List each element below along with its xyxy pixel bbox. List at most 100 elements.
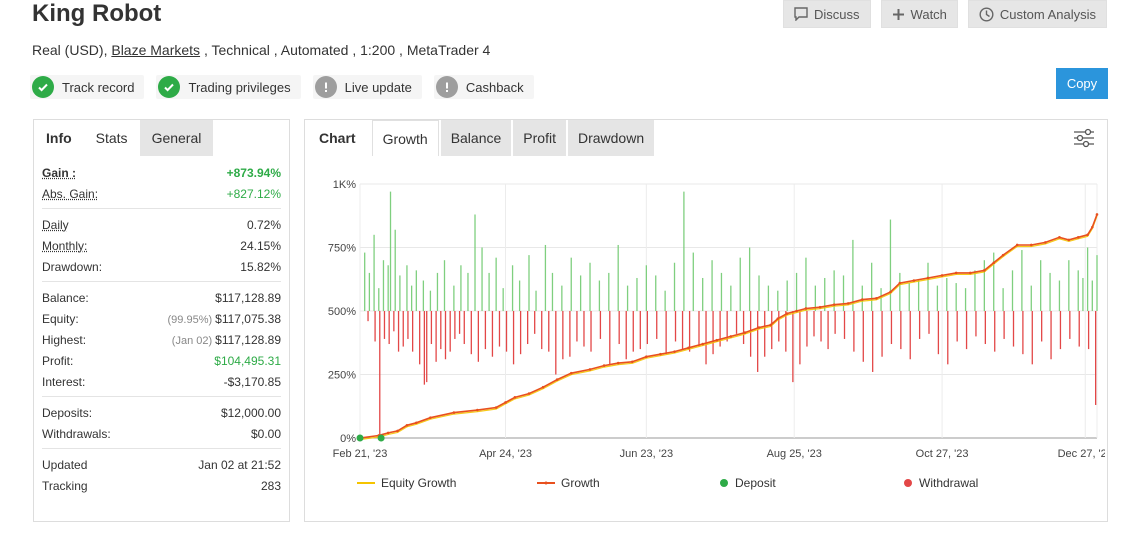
y-tick-label: 0% xyxy=(340,433,356,445)
growth-point xyxy=(602,364,606,367)
badge-list: Track record Trading privileges Live upd… xyxy=(30,75,534,99)
gain-value: +873.94% xyxy=(226,165,281,180)
growth-point xyxy=(1044,241,1047,244)
y-tick-label: 1K% xyxy=(333,179,356,191)
growth-point xyxy=(645,355,648,359)
growth-point xyxy=(804,307,808,310)
growth-point xyxy=(795,309,798,313)
interest-row: Interest: -$3,170.85 xyxy=(42,371,281,392)
growth-point xyxy=(659,352,662,356)
updated-label: Updated xyxy=(42,457,88,472)
legend-deposit[interactable]: Deposit xyxy=(719,476,903,490)
chart-tabs: Chart Growth Balance Profit Drawdown xyxy=(305,120,1107,156)
interest-value: -$3,170.85 xyxy=(223,374,281,389)
legend-equity-growth[interactable]: Equity Growth xyxy=(357,476,537,490)
balance-label: Balance: xyxy=(42,290,89,305)
profit-label: Profit: xyxy=(42,353,74,368)
tab-general[interactable]: General xyxy=(139,120,214,156)
growth-point xyxy=(832,303,836,306)
copy-button[interactable]: Copy xyxy=(1056,68,1108,99)
growth-point xyxy=(527,392,531,395)
stats-panel: Info Stats General Gain : +873.94% Abs. G… xyxy=(33,119,290,522)
withdrawals-label: Withdrawals: xyxy=(42,426,111,441)
chart-settings-button[interactable] xyxy=(1073,128,1095,151)
growth-point xyxy=(541,385,545,389)
badge-label: Trading privileges xyxy=(188,79,291,95)
line-marker-icon xyxy=(357,482,375,484)
top-actions: Discuss Watch Custom Analysis xyxy=(783,0,1107,28)
growth-point xyxy=(757,326,761,329)
growth-point xyxy=(715,338,719,342)
updated-row: Updated Jan 02 at 21:52 xyxy=(42,454,281,475)
divider xyxy=(42,208,281,209)
abs-gain-label: Abs. Gain: xyxy=(42,186,99,201)
balance-row: Balance: $117,128.89 xyxy=(42,287,281,308)
equity-label: Equity: xyxy=(42,311,79,326)
abs-gain-row: Abs. Gain: +827.12% xyxy=(42,183,281,204)
growth-chart: 0% 250% 500% 750% 1K% Feb 21, '23 Apr 24, '23 J… xyxy=(328,179,1105,460)
growth-point xyxy=(1058,236,1061,239)
growth-point xyxy=(429,416,432,419)
tab-profit[interactable]: Profit xyxy=(513,120,566,156)
interest-label: Interest: xyxy=(42,374,86,389)
y-tick-label: 250% xyxy=(328,370,356,382)
daily-value: 0.72% xyxy=(246,217,281,232)
legend-withdrawal[interactable]: Withdrawal xyxy=(903,476,978,490)
x-tick-label: Apr 24, '23 xyxy=(479,448,532,460)
check-icon xyxy=(158,76,181,98)
stats-tabs: Info Stats General xyxy=(34,120,289,156)
growth-point xyxy=(926,276,930,280)
growth-point xyxy=(630,360,634,364)
growth-point xyxy=(386,431,390,435)
custom-analysis-button[interactable]: Custom Analysis xyxy=(967,0,1107,28)
profit-row: Profit: $104,495.31 xyxy=(42,350,281,371)
growth-point xyxy=(1086,233,1089,237)
chart-panel: Chart Growth Balance Profit Drawdown 0% 2… xyxy=(304,119,1108,522)
growth-point xyxy=(687,346,690,350)
dot-marker-icon xyxy=(720,479,728,487)
growth-point xyxy=(743,331,747,334)
daily-label: Daily xyxy=(42,217,69,232)
growth-point xyxy=(1067,238,1071,242)
growth-point xyxy=(875,297,878,300)
divider xyxy=(42,396,281,397)
x-tick-label: Aug 25, '23 xyxy=(767,448,822,460)
growth-point xyxy=(673,350,676,353)
tab-balance[interactable]: Balance xyxy=(440,120,512,156)
tab-info[interactable]: Info xyxy=(46,130,72,146)
tab-drawdown[interactable]: Drawdown xyxy=(567,120,655,156)
equity-value: $117,075.38 xyxy=(215,311,281,326)
growth-point xyxy=(1095,213,1099,216)
broker-link[interactable]: Blaze Markets xyxy=(111,42,201,58)
deposit-marker xyxy=(356,434,364,442)
discuss-button[interactable]: Discuss xyxy=(783,0,871,28)
watch-label: Watch xyxy=(910,6,947,22)
growth-point xyxy=(1029,243,1033,247)
watch-button[interactable]: Watch xyxy=(880,0,958,28)
account-details: , Technical , Automated , 1:200 , MetaTr… xyxy=(200,42,491,58)
legend-growth[interactable]: Growth xyxy=(537,476,719,490)
tab-growth[interactable]: Growth xyxy=(371,120,439,156)
monthly-value: 24.15% xyxy=(240,238,281,253)
growth-point xyxy=(513,396,517,399)
exclamation-icon xyxy=(435,76,458,98)
growth-point xyxy=(954,271,958,275)
account-title: King Robot xyxy=(32,0,162,27)
growth-point xyxy=(776,317,780,320)
growth-point xyxy=(860,298,864,301)
tracking-row: Tracking 283 xyxy=(42,475,281,496)
tab-stats[interactable]: Stats xyxy=(95,130,128,146)
custom-analysis-label: Custom Analysis xyxy=(999,6,1096,22)
growth-point xyxy=(415,421,418,425)
growth-point xyxy=(898,281,902,285)
growth-point xyxy=(616,361,620,365)
growth-point xyxy=(476,408,479,412)
growth-point xyxy=(983,269,986,272)
x-tick-label: Dec 27, '23 xyxy=(1058,448,1105,460)
divider xyxy=(42,448,281,449)
line-marker-icon xyxy=(537,481,555,485)
equity-note: (99.95%) xyxy=(167,313,213,326)
growth-point xyxy=(729,335,733,338)
stats-list: Gain : +873.94% Abs. Gain: +827.12% Daily 0… xyxy=(34,162,289,496)
growth-point xyxy=(1076,236,1080,239)
